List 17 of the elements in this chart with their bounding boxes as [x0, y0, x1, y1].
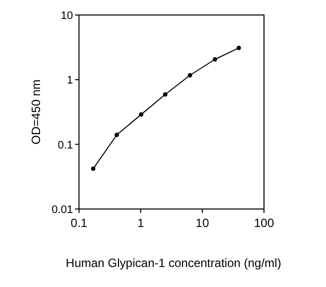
- point: [114, 132, 119, 138]
- point: [91, 166, 96, 171]
- x-tick-label: 0.1: [70, 216, 88, 230]
- x-axis-title: Human Glypican-1 concentration (ng/ml): [66, 256, 282, 270]
- point: [188, 73, 192, 78]
- y-tick-label: 1: [66, 74, 73, 87]
- point: [163, 92, 168, 97]
- y-tick-label: 0.01: [52, 204, 73, 216]
- y-tick-label: 0.1: [58, 139, 73, 152]
- point: [212, 57, 218, 62]
- x-tick-label: 100: [254, 216, 274, 230]
- point: [138, 112, 144, 117]
- x-tick-label: 1: [137, 216, 144, 230]
- y-axis-title: OD=450 nm: [29, 79, 43, 145]
- y-tick-label: 10: [60, 10, 73, 22]
- point: [236, 46, 241, 50]
- x-tick-label: 10: [196, 216, 210, 230]
